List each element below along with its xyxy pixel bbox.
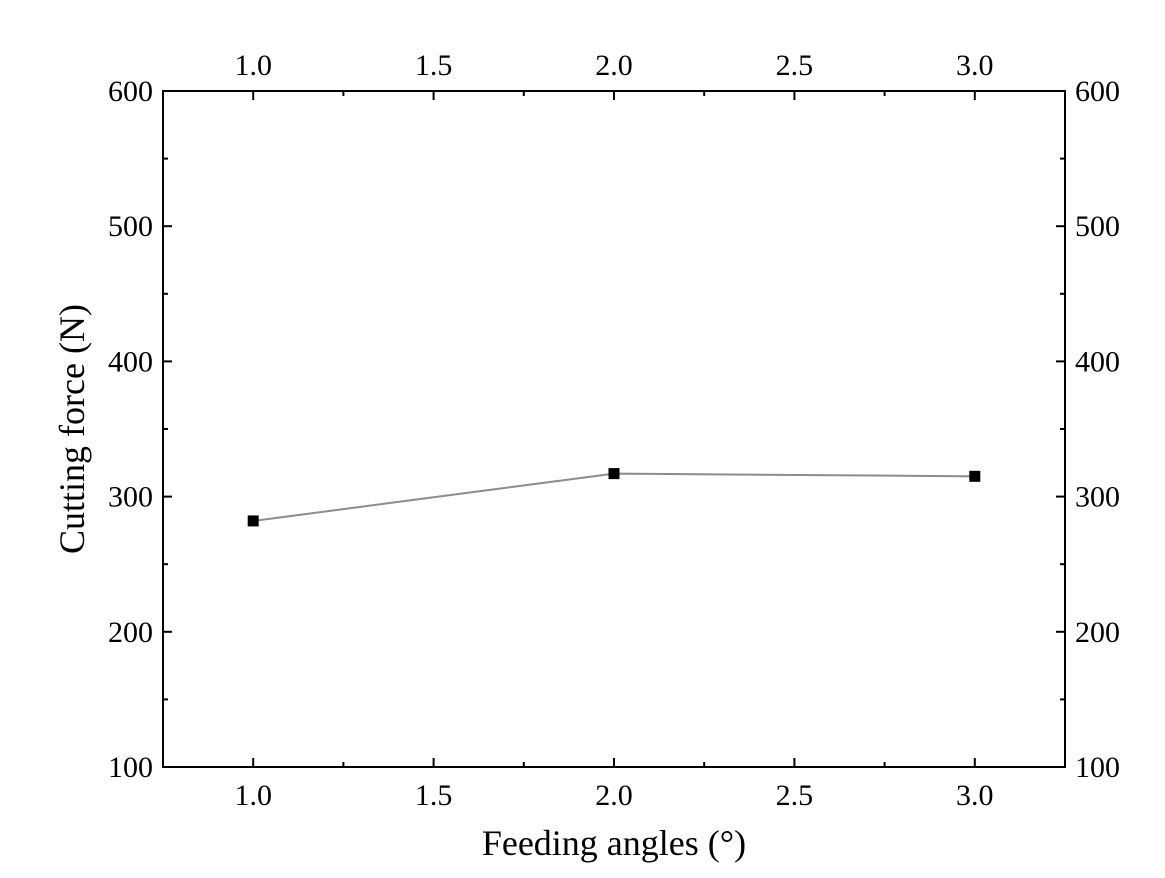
y-tick-label-left: 600	[108, 75, 153, 108]
y-tick-label-left: 100	[108, 751, 153, 784]
y-tick-label-right: 200	[1075, 616, 1120, 649]
y-tick-label-right: 600	[1075, 75, 1120, 108]
data-point-marker	[608, 468, 620, 480]
x-tick-label-top: 1.0	[234, 49, 272, 82]
x-tick-label-bottom: 1.0	[234, 779, 272, 812]
plot-frame	[162, 90, 1066, 768]
y-tick-label-right: 500	[1075, 210, 1120, 243]
x-tick-label-top: 2.0	[595, 49, 633, 82]
tick-labels-group: 1.0 1.0 1.5 1.5 2.0 2.0 2.5 2.5 3.0 3.0 100 100 200 2…	[108, 49, 1120, 812]
data-point-marker	[247, 515, 259, 527]
data-point-marker	[969, 470, 981, 482]
series-line	[253, 472, 975, 522]
y-tick-label-right: 400	[1075, 345, 1120, 378]
series-group	[247, 468, 981, 527]
x-tick-label-bottom: 2.0	[595, 779, 633, 812]
y-tick-label-right: 300	[1075, 481, 1120, 514]
x-tick-label-top: 3.0	[956, 49, 994, 82]
y-axis-title: Cutting force (N)	[52, 304, 92, 554]
y-tick-label-left: 300	[108, 481, 153, 514]
ticks-group	[163, 90, 1065, 768]
x-tick-label-top: 2.5	[776, 49, 814, 82]
x-tick-label-bottom: 1.5	[415, 779, 453, 812]
y-tick-label-left: 200	[108, 616, 153, 649]
x-tick-label-bottom: 3.0	[956, 779, 994, 812]
y-tick-label-left: 500	[108, 210, 153, 243]
y-tick-label-left: 400	[108, 345, 153, 378]
x-tick-label-top: 1.5	[415, 49, 453, 82]
x-axis-title: Feeding angles (°)	[482, 823, 746, 863]
x-tick-label-bottom: 2.5	[776, 779, 814, 812]
y-tick-label-right: 100	[1075, 751, 1120, 784]
